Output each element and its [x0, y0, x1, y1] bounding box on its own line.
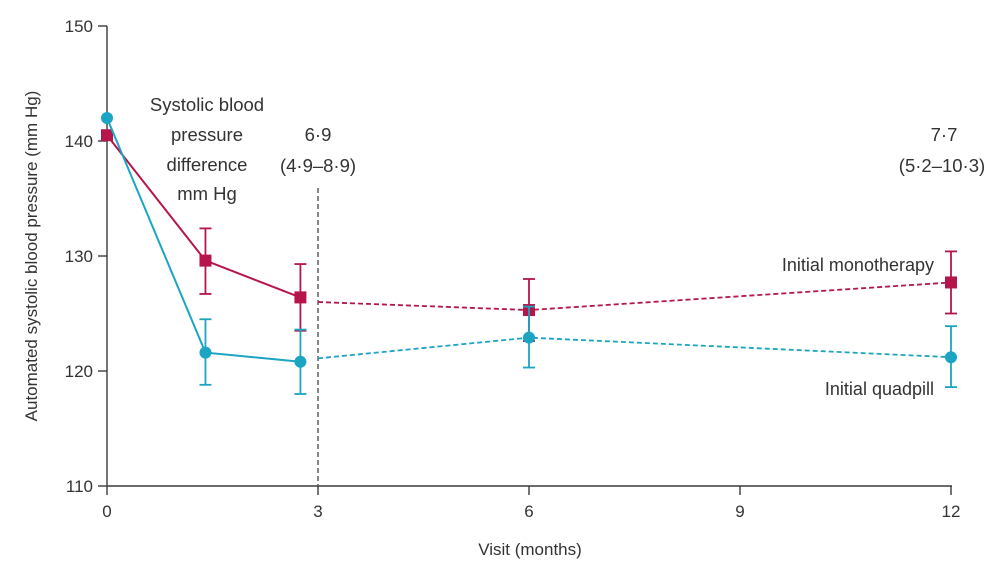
series-0-dashed-line: [317, 281, 952, 311]
x-axis-title: Visit (months): [478, 540, 582, 559]
series-1-marker-4: [945, 351, 957, 364]
annotation-heading-line-2: pressure: [171, 124, 243, 145]
annotation-heading-line-3: difference: [167, 154, 248, 175]
series-0-marker-0: [101, 129, 113, 142]
y-tick-label-120: 120: [65, 362, 93, 381]
series-0-marker-1: [199, 254, 212, 267]
y-tick-label-110: 110: [66, 477, 93, 496]
x-tick-label-12: 12: [942, 502, 961, 521]
series-label-initial-monotherapy: Initial monotherapy: [782, 255, 934, 275]
annotation-heading-line-4: mm Hg: [177, 183, 237, 204]
series-initial-quadpill: [101, 112, 957, 395]
series-1-marker-0: [101, 112, 113, 124]
x-ticks: 0 3 6 9 12: [102, 486, 960, 521]
series-1-dashed-line: [317, 336, 952, 360]
month-3-difference-value: 6·9: [305, 124, 332, 145]
series-1-marker-3: [523, 331, 535, 344]
month-12-difference-value: 7·7: [931, 124, 958, 145]
month-3-difference-ci: (4·9–8·9): [280, 155, 356, 176]
month-12-difference-ci: (5·2–10·3): [899, 155, 985, 176]
x-tick-label-9: 9: [735, 502, 744, 521]
y-tick-label-130: 130: [65, 247, 93, 266]
series-1-marker-1: [199, 346, 212, 359]
y-ticks: 110 120 130 140 150: [65, 17, 107, 496]
y-tick-label-150: 150: [65, 17, 93, 36]
difference-annotation: Systolic blood pressure difference mm Hg…: [150, 94, 985, 204]
y-axis-title: Automated systolic blood pressure (mm Hg…: [22, 91, 41, 422]
x-tick-label-0: 0: [102, 502, 111, 521]
x-tick-label-3: 3: [313, 502, 322, 521]
annotation-heading-line-1: Systolic blood: [150, 94, 264, 115]
x-tick-label-6: 6: [524, 502, 533, 521]
y-tick-label-140: 140: [65, 132, 93, 151]
series-layer: [101, 112, 957, 395]
series-1-marker-2: [294, 355, 307, 368]
series-label-initial-quadpill: Initial quadpill: [825, 379, 934, 399]
series-0-marker-2: [294, 291, 307, 304]
series-0-marker-4: [945, 276, 957, 289]
